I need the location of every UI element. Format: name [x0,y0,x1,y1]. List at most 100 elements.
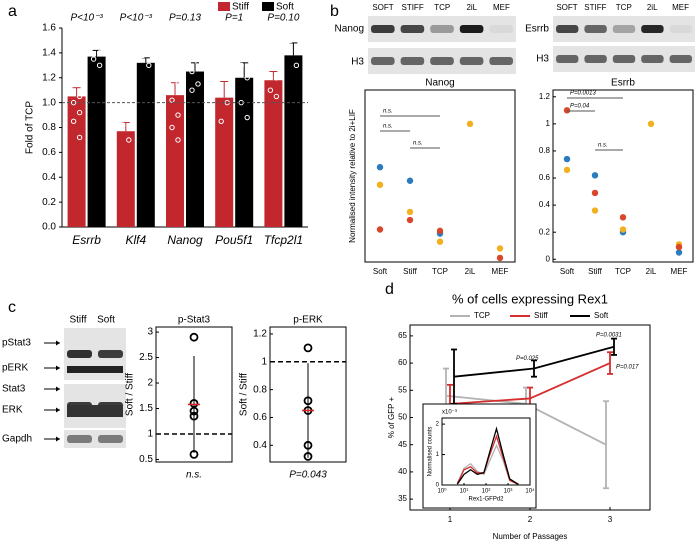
data-point [140,52,146,59]
data-point [70,118,77,124]
data-point [436,227,444,235]
bar [166,95,184,227]
annotation: P=0.10 [267,13,299,24]
y-axis-label: % of GFP + [387,396,396,438]
y-tick-label: 1 [436,452,440,458]
blot-row-label: H3 [536,54,549,65]
y-tick-label: 50 [398,413,407,422]
y-tick-label: 0.0 [42,222,56,233]
band [556,55,579,63]
y-tick-label: 1.5 [139,403,153,414]
series-line [456,426,519,485]
y-tick-label: 40 [398,467,407,476]
x-tick-label: TCP [432,267,448,276]
x-axis-label: Rex1-GFPd2 [468,497,504,503]
y-tick-label: 1 [546,119,551,128]
y-tick-label: 1.4 [42,48,56,59]
data-point [273,75,280,81]
x-tick-label: Esrrb [72,233,101,247]
lane-label: STIFF [584,3,606,12]
annotation: n.s. [598,143,608,149]
y-tick-label: 0.6 [42,147,56,158]
annotation: n.s. [383,124,393,130]
data-point [169,72,175,78]
data-point [273,93,280,100]
x-tick-label: Nanog [167,233,203,247]
y-tick-label: 0.8 [253,384,267,395]
data-point [76,109,83,116]
y-tick-label: 0.4 [539,200,551,209]
blot-row-label: ERK [2,405,23,416]
band [641,25,664,33]
y-axis-label: Soft / Stiff [239,373,250,416]
y-tick-label: 1.2 [42,72,56,83]
bar [284,55,303,227]
band [430,57,454,65]
lane-label: Soft [97,315,115,326]
data-point [175,137,181,143]
band [669,25,692,33]
plot-frame [552,89,694,263]
y-axis-label: Normalised intensity relative to 2i+LIF [348,109,357,243]
chart-title: Esrrb [611,78,635,89]
data-point [466,120,474,128]
y-tick-label: 0.4 [253,440,267,451]
band [489,57,513,65]
data-point [218,118,224,124]
blot-row-label: pStat3 [2,338,31,349]
blot-row-label: Stat3 [2,384,26,395]
data-point [169,124,175,131]
annotation: n.s. [413,141,423,147]
y-tick-label: 0.4 [42,172,56,183]
x-tick-label: Stiff [588,267,602,276]
band [98,435,123,443]
band [67,366,123,373]
lane-label: Stiff [69,315,86,326]
x-tick-label: MEF [671,267,688,276]
y-tick-label: 35 [398,494,407,503]
band [371,57,395,65]
y-tick-label: 1.6 [42,23,56,34]
lane-label: STIFF [401,3,423,12]
bar [67,96,86,227]
plot-frame [155,326,233,463]
arrow-head [56,407,60,413]
chart-title: p-Stat3 [178,315,211,326]
data-point [189,43,195,50]
band [430,25,454,33]
x-tick-label: 2 [528,515,533,524]
annotation: P=0.043 [289,470,327,481]
annotation: P=1 [225,13,243,24]
legend-label: Soft [276,2,294,13]
data-point [647,120,655,128]
band [584,25,607,33]
data-point [238,62,244,69]
x-tick-label: Stiff [403,267,417,276]
x-tick-label: 2iL [646,267,657,276]
plot-frame [364,89,516,263]
blot-row-label: Esrrb [525,24,549,35]
data-point [406,216,414,224]
data-point [146,62,152,69]
y-tick-label: 55 [398,385,407,394]
y-tick-label: 2.5 [139,352,153,363]
band [584,55,607,63]
annotation: P<10⁻³ [70,13,103,24]
band [612,55,636,63]
panel-label: d [385,281,394,298]
data-point [175,81,181,87]
data-point [76,93,83,100]
blot-row-label: pERK [2,363,28,374]
data-point [303,396,313,406]
data-point [303,452,313,461]
x-tick-label: 3 [608,515,613,524]
lane-label: SOFT [372,3,393,12]
y-tick-label: 0.2 [539,227,551,236]
annotation: P=0.04 [570,104,590,110]
band [459,25,484,33]
data-point [591,207,599,214]
y-axis-label: Fold of TCP [25,101,36,154]
legend-label: TCP [474,311,490,320]
legend-swatch [218,2,230,11]
